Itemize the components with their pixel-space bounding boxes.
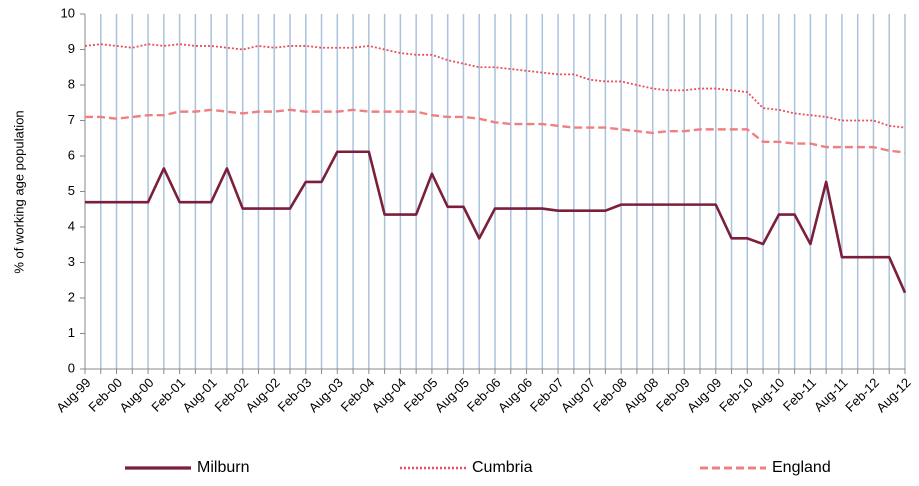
x-tick-label: Aug-05 bbox=[432, 375, 472, 415]
series-line bbox=[84, 43, 906, 129]
x-tick-label: Aug-03 bbox=[306, 375, 346, 415]
x-tick-label: Aug-99 bbox=[53, 375, 93, 415]
x-tick-label: Aug-01 bbox=[179, 375, 219, 415]
x-tick-label: Aug-11 bbox=[811, 375, 851, 415]
y-tick-label: 0 bbox=[68, 360, 75, 375]
x-tick-label: Aug-02 bbox=[243, 375, 283, 415]
x-tick-label: Aug-08 bbox=[621, 375, 661, 415]
y-tick-label: 10 bbox=[61, 5, 75, 20]
x-tick-label: Aug-09 bbox=[684, 375, 724, 415]
legend-label: Milburn bbox=[197, 459, 249, 476]
legend-label: England bbox=[772, 459, 831, 476]
y-tick-label: 8 bbox=[68, 76, 75, 91]
y-tick-label: 9 bbox=[68, 41, 75, 56]
y-tick-label: 3 bbox=[68, 254, 75, 269]
x-tick-label: Aug-12 bbox=[873, 375, 913, 415]
x-tick-label: Aug-07 bbox=[558, 375, 598, 415]
y-axis-label: % of working age population bbox=[11, 110, 26, 273]
series-line bbox=[85, 108, 906, 154]
y-tick-label: 7 bbox=[68, 112, 75, 127]
y-tick-label: 6 bbox=[68, 147, 75, 162]
x-tick-label: Feb-11 bbox=[780, 375, 819, 414]
y-tick-label: 1 bbox=[68, 325, 75, 340]
y-tick-label: 5 bbox=[68, 183, 75, 198]
legend-label: Cumbria bbox=[472, 459, 533, 476]
x-tick-label: Aug-06 bbox=[495, 375, 535, 415]
x-tick-label: Aug-04 bbox=[369, 375, 409, 415]
series-line bbox=[85, 150, 907, 294]
x-tick-label: Aug-10 bbox=[747, 375, 787, 415]
y-tick-label: 4 bbox=[68, 218, 75, 233]
x-tick-label: Aug-00 bbox=[116, 375, 156, 415]
y-tick-label: 2 bbox=[68, 289, 75, 304]
